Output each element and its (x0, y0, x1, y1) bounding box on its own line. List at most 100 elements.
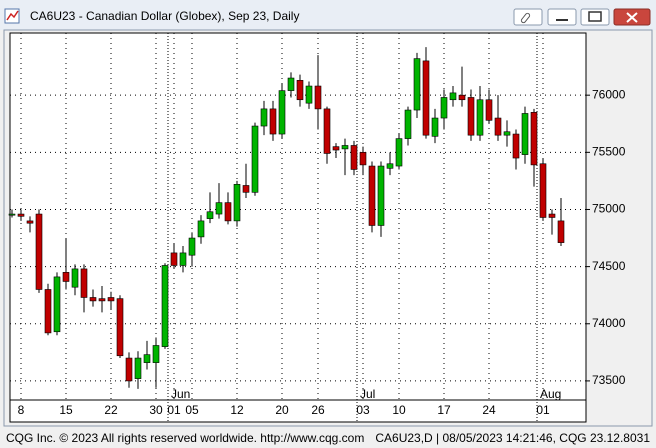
candle-body (422, 60, 430, 136)
month-label: Jun (171, 387, 190, 401)
x-tick-label: 10 (392, 403, 406, 417)
candle-body (449, 92, 457, 101)
candle-body (89, 297, 97, 302)
candle-body (8, 213, 16, 216)
candle-body (305, 85, 313, 104)
candle-body (53, 276, 61, 333)
footer-right: CA6U23,D | 08/05/2023 14:21:46, CQG 23.1… (375, 431, 650, 445)
candle-body (17, 213, 25, 217)
x-tick-label: 15 (59, 403, 73, 417)
candle-body (206, 211, 214, 219)
link-icon (520, 12, 531, 24)
candle-body (143, 354, 151, 363)
maximize-icon (588, 11, 602, 22)
link-button[interactable] (513, 8, 543, 26)
candle-body (494, 117, 502, 136)
footer-left: CQG Inc. © 2023 All rights reserved worl… (6, 431, 364, 445)
candle-body (377, 165, 385, 226)
candle-body (62, 272, 70, 282)
y-tick-label: 74000 (592, 316, 626, 330)
candle-body (341, 145, 349, 150)
plot: 73500 74000 74500 75000 75500 76000 8 15 22 30 01 J… (8, 33, 626, 422)
candle-body (395, 138, 403, 167)
candle-body (80, 268, 88, 298)
candle-body (233, 184, 241, 222)
candle-body (359, 152, 367, 166)
candle-body (107, 297, 115, 302)
candle-body (404, 109, 412, 139)
candle-body (215, 202, 223, 215)
candle-body (134, 357, 142, 379)
month-label: Jul (360, 387, 375, 401)
x-tick-label: 01 (167, 403, 181, 417)
candle-body (98, 298, 106, 302)
x-tick-label: 03 (356, 403, 370, 417)
title-bar (0, 0, 656, 30)
candle-body (530, 112, 538, 166)
candle-body (35, 213, 43, 290)
candle-body (197, 220, 205, 238)
app-icon (4, 8, 20, 24)
candle-body (476, 99, 484, 136)
y-tick-label: 75000 (592, 202, 626, 216)
candle-body (44, 289, 52, 334)
candle-body (413, 58, 421, 111)
candle-body (512, 133, 520, 159)
x-tick-label: 20 (275, 403, 289, 417)
candle-body (467, 97, 475, 136)
y-tick-label: 76000 (592, 87, 626, 101)
x-tick-label: 24 (482, 403, 496, 417)
minimize-button[interactable] (547, 8, 577, 26)
candle-body (161, 265, 169, 347)
x-tick-label: 30 (149, 403, 163, 417)
y-tick-label: 73500 (592, 373, 626, 387)
candle-body (485, 99, 493, 121)
x-tick-label: 17 (437, 403, 451, 417)
candle-body (278, 90, 286, 135)
candle-body (332, 146, 340, 151)
candle-body (503, 131, 511, 136)
candle-body (458, 94, 466, 101)
candle-body (314, 85, 322, 110)
candle-body (152, 345, 160, 363)
candle-body (188, 237, 196, 256)
candle-body (350, 145, 358, 170)
candle-body (26, 220, 34, 224)
y-tick-label: 75500 (592, 144, 626, 158)
x-tick-label: 8 (18, 403, 25, 417)
candle-body (440, 97, 448, 119)
candle-body (548, 213, 556, 218)
candle-body (170, 252, 178, 266)
close-icon (626, 12, 638, 23)
candle-body (323, 108, 331, 154)
x-tick-label: 01 (536, 403, 550, 417)
x-tick-label: 12 (230, 403, 244, 417)
candle-body (242, 185, 250, 193)
candle-body (224, 202, 232, 222)
candle-body (539, 163, 547, 218)
candle-body (287, 77, 295, 91)
candle-body (296, 80, 304, 101)
candle-body (521, 113, 529, 155)
candle-body (179, 252, 187, 266)
candle-body (368, 165, 376, 226)
maximize-button[interactable] (580, 8, 610, 26)
candle-body (431, 117, 439, 137)
month-label: Aug (540, 387, 561, 401)
title-buttons (513, 8, 651, 26)
x-tick-label: 05 (185, 403, 199, 417)
candle-body (116, 298, 124, 357)
candle-body (386, 163, 394, 169)
x-tick-label: 22 (104, 403, 118, 417)
candle-body (269, 108, 277, 135)
x-tick-label: 26 (311, 403, 325, 417)
candle-body (260, 108, 268, 127)
candle-body (251, 125, 259, 193)
candle-body (125, 357, 133, 382)
y-tick-label: 74500 (592, 259, 626, 273)
candle-body (557, 220, 565, 243)
x-axis-box (9, 399, 587, 423)
window-title: CA6U23 - Canadian Dollar (Globex), Sep 2… (30, 9, 299, 23)
candle-body (71, 268, 79, 288)
